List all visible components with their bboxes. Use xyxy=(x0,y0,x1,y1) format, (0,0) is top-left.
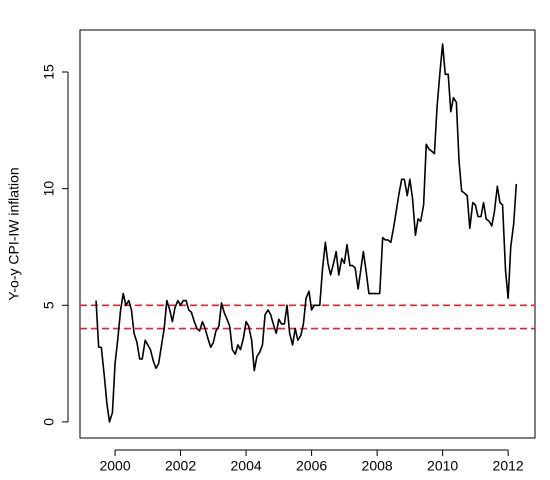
plot-box xyxy=(79,29,536,439)
y-tick-label: 0 xyxy=(41,418,57,426)
x-tick-label: 2004 xyxy=(231,458,262,474)
y-axis-label: Y-o-y CPI-IW inflation xyxy=(6,167,22,300)
y-tick-label: 5 xyxy=(41,301,57,309)
x-tick-label: 2000 xyxy=(99,458,130,474)
y-tick-label: 10 xyxy=(41,181,57,197)
data-line xyxy=(95,43,518,423)
x-tick-label: 2002 xyxy=(165,458,196,474)
x-tick-label: 2008 xyxy=(362,458,393,474)
x-tick-label: 2010 xyxy=(427,458,458,474)
y-tick-label: 15 xyxy=(41,64,57,80)
x-tick-label: 2012 xyxy=(493,458,524,474)
x-tick-label: 2006 xyxy=(296,458,327,474)
